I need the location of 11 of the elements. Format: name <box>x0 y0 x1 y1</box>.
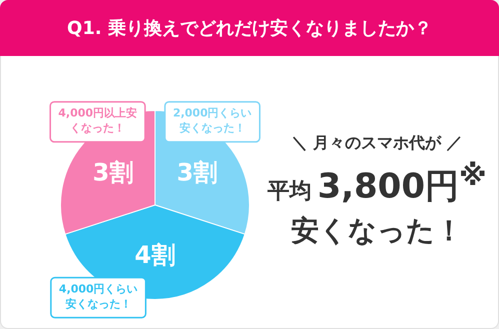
chart-title: Q1. 乗り換えでどれだけ安くなりましたか？ <box>0 0 499 56</box>
data-label: 3割 <box>176 158 218 187</box>
data-label: 4割 <box>134 241 176 270</box>
text: ＼ 月々のスマホ代が ／ <box>290 133 464 152</box>
slice-label: 4,000円くらい安くなった！ <box>58 282 138 310</box>
text: 平均 <box>267 178 312 204</box>
text: 3,800円$^{※}$ <box>317 159 487 207</box>
data-label: 3割 <box>92 158 134 187</box>
text: 安くなった！ <box>290 214 464 247</box>
slice-label: 4,000円以上安くなった！ <box>58 106 138 135</box>
slice-label: 2,000円くらい安くなった！ <box>172 106 252 135</box>
